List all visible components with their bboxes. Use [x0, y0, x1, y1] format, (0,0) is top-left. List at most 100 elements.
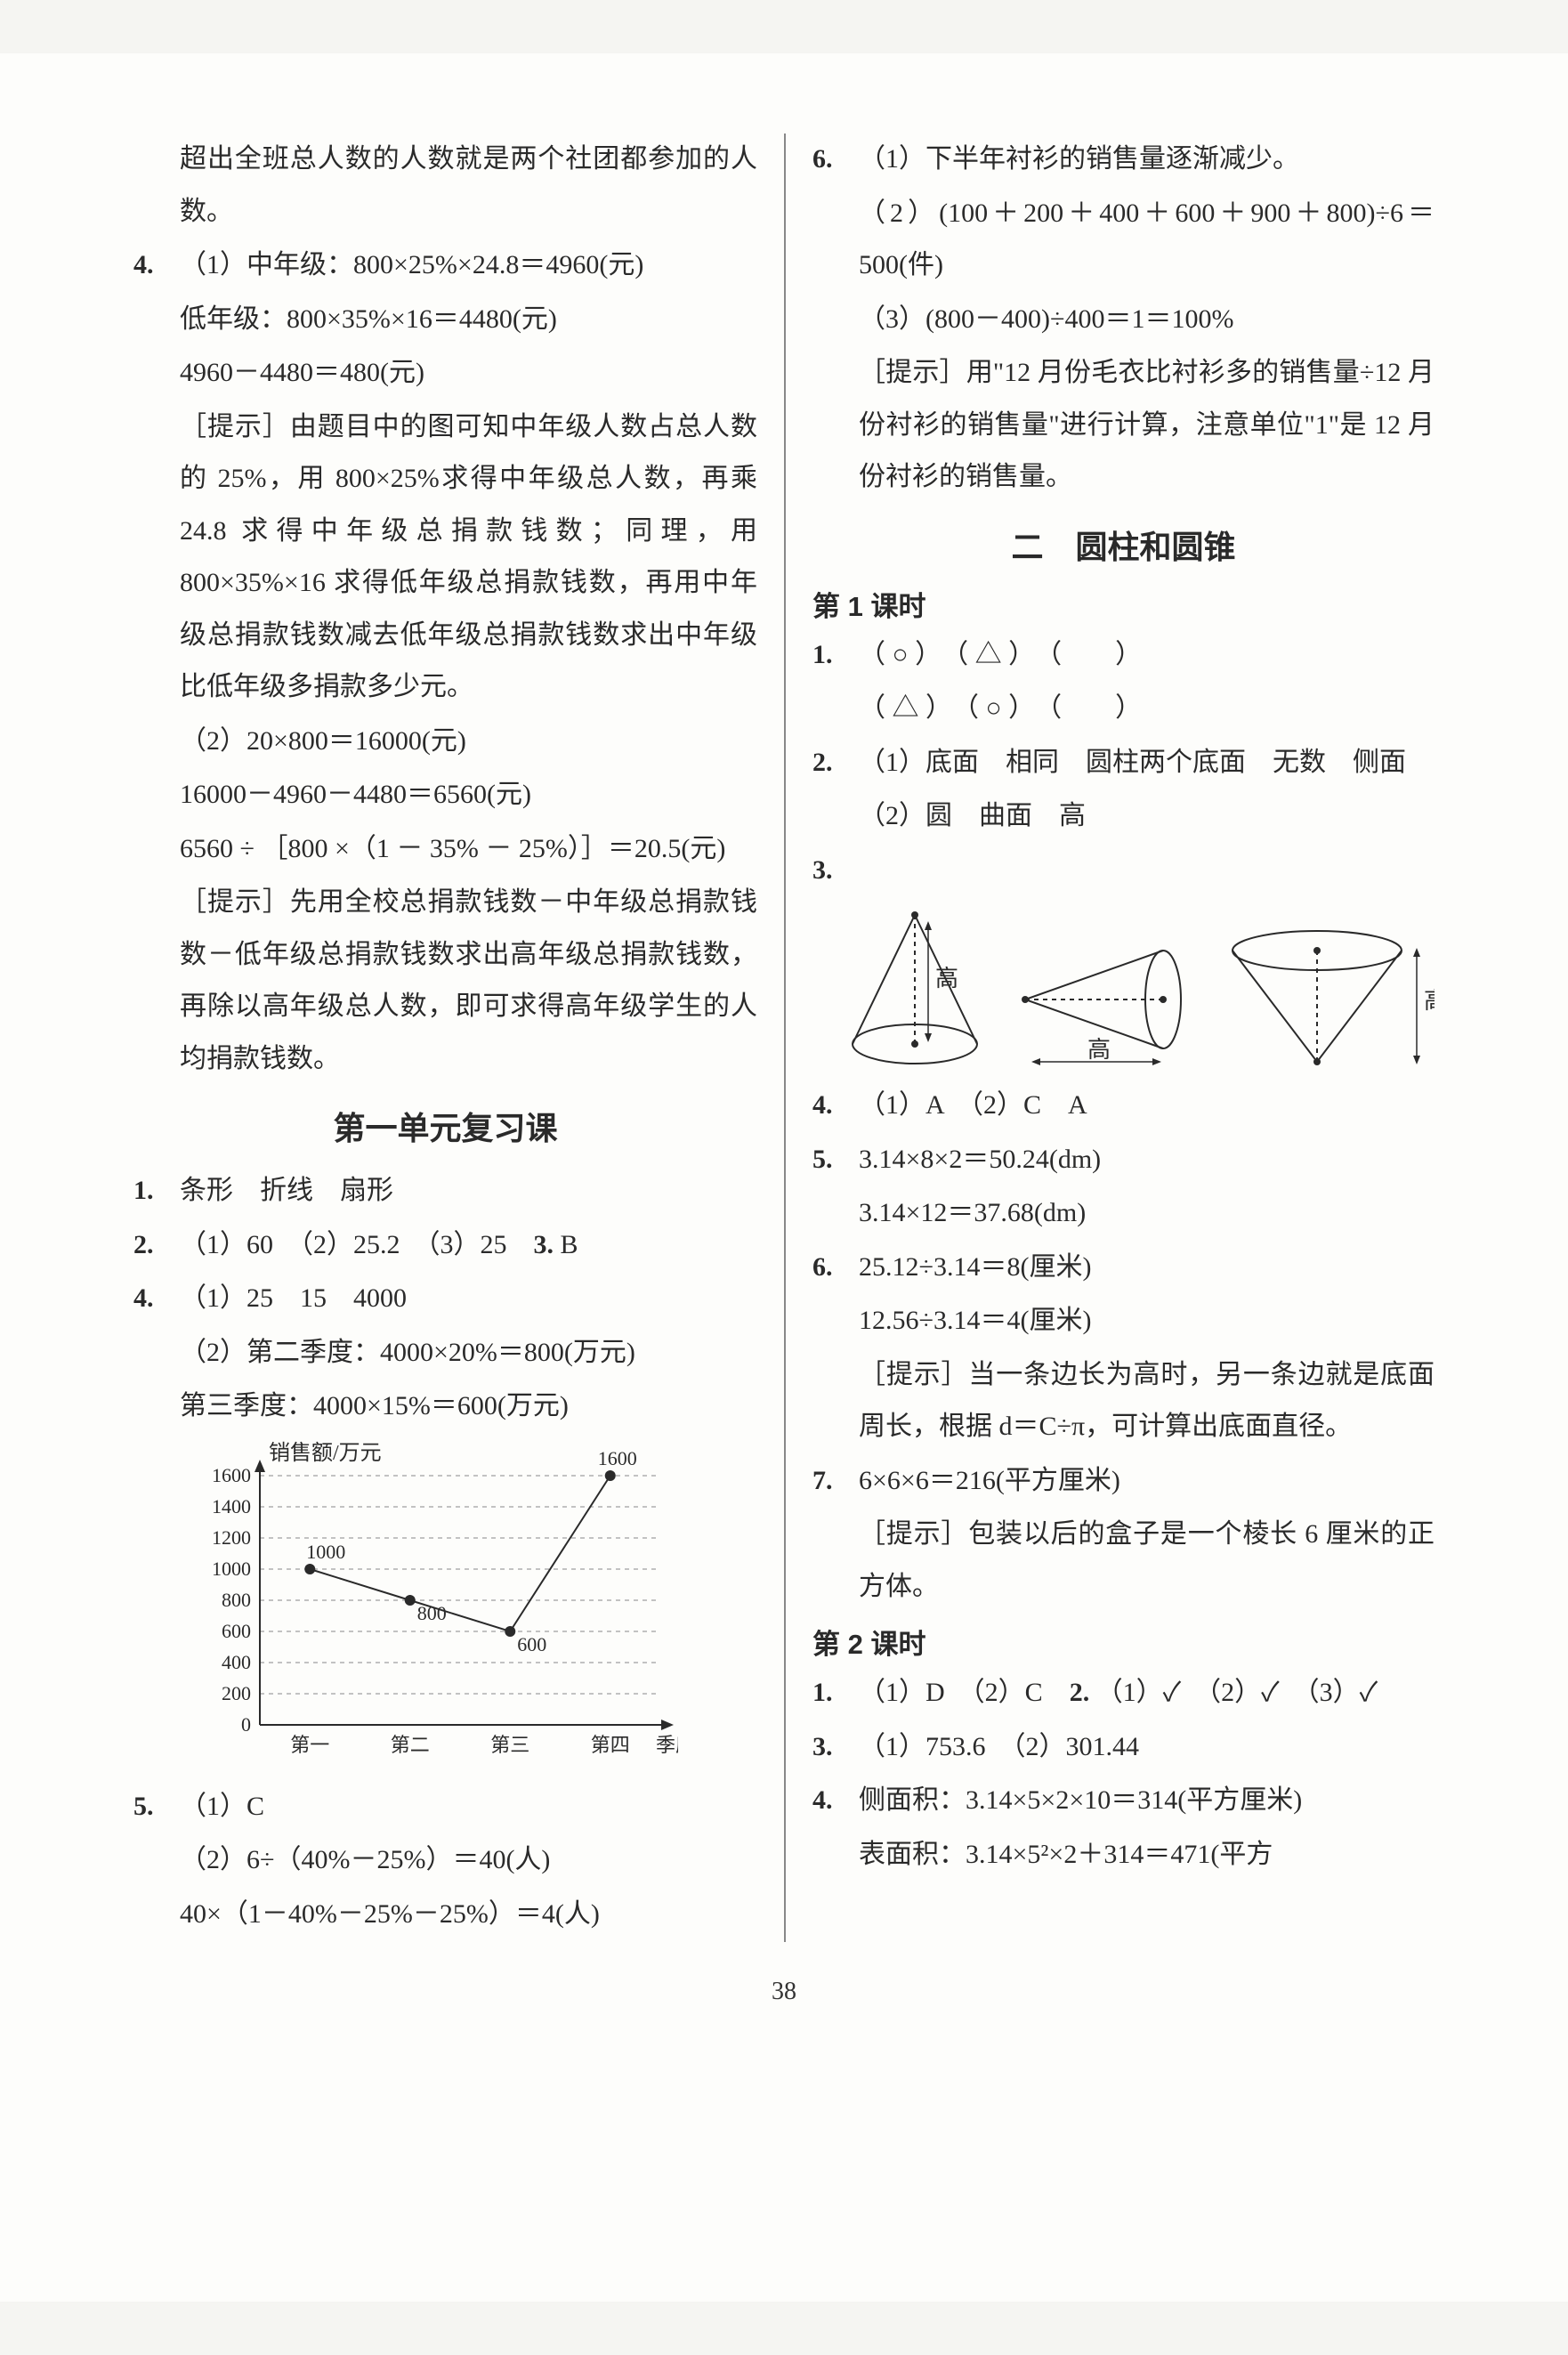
k1q7-hint: ［提示］包装以后的盒子是一个棱长 6 厘米的正方体。 — [812, 1509, 1435, 1613]
q6-l1: （1）下半年衬衫的销售量逐渐减少。 — [859, 144, 1299, 174]
k1q4-text: （1）A （2）C A — [859, 1090, 1087, 1120]
q6-hint: ［提示］用"12 月份毛衣比衬衫多的销售量÷12 月份衬衫的销售量"进行计算，注… — [812, 347, 1435, 504]
k2q2-number: 2. — [1070, 1678, 1090, 1707]
k2q3-number: 3. — [812, 1721, 859, 1774]
k2q4-l2: 表面积：3.14×5²×2＋314＝471(平方 — [812, 1829, 1435, 1882]
k1q3: 3. — [812, 845, 1435, 897]
svg-text:高: 高 — [1424, 988, 1435, 1014]
k1q2-l2: （2）圆 曲面 高 — [812, 790, 1435, 843]
k2q2-text: （1）✓ （2）✓ （3）✓ — [1096, 1678, 1378, 1707]
r1-line: 1.条形 折线 扇形 — [133, 1165, 757, 1218]
r1-text: 条形 折线 扇形 — [180, 1176, 393, 1205]
r4-number: 4. — [133, 1273, 180, 1325]
svg-text:季度: 季度 — [656, 1734, 678, 1756]
k2q1-text: （1）D （2）C — [859, 1678, 1070, 1707]
q6-line1: 6.（1）下半年衬衫的销售量逐渐减少。 — [812, 134, 1435, 186]
k1q3-number: 3. — [812, 845, 859, 897]
sales-line-chart: 0 200 400 600 800 1000 1200 1400 1600 销售额/万元第一 第二 第… — [180, 1440, 678, 1769]
svg-text:1000: 1000 — [306, 1541, 345, 1563]
svg-text:600: 600 — [517, 1633, 546, 1655]
svg-text:200: 200 — [222, 1682, 251, 1704]
svg-text:800: 800 — [222, 1589, 251, 1611]
cone-diagrams-row: 高 高 高 — [839, 902, 1435, 1071]
r2-r3-line: 2.（1）60 （2）25.2 （3）25 3. B — [133, 1219, 757, 1272]
k1q1-l1: 1.（ ○ ） （ △ ） （ ） — [812, 629, 1435, 682]
svg-text:800: 800 — [417, 1602, 447, 1624]
r5-line1: 5.（1）C — [133, 1781, 757, 1833]
hint-label: ［提示］ — [859, 1360, 968, 1389]
svg-text:1400: 1400 — [212, 1495, 251, 1517]
r4-l1: （1）25 15 4000 — [180, 1283, 407, 1313]
q6-number: 6. — [812, 134, 859, 186]
svg-text:第一: 第一 — [290, 1734, 329, 1756]
right-column: 6.（1）下半年衬衫的销售量逐渐减少。 （2）(100＋200＋400＋600＋… — [784, 134, 1435, 1942]
cone-diagram-1: 高 — [839, 902, 985, 1071]
svg-text:1200: 1200 — [212, 1526, 251, 1549]
svg-text:0: 0 — [241, 1713, 251, 1736]
k1q6-hint: ［提示］当一条边长为高时，另一条边就是底面周长，根据 d＝C÷π，可计算出底面直… — [812, 1349, 1435, 1453]
sales-line-chart-wrap: 0 200 400 600 800 1000 1200 1400 1600 销售额/万元第一 第二 第… — [180, 1440, 757, 1774]
r4-line2: （2）第二季度：4000×20%＝800(万元) — [133, 1327, 757, 1380]
k2q3-text: （1）753.6 （2）301.44 — [859, 1732, 1139, 1761]
svg-text:1600: 1600 — [212, 1464, 251, 1486]
k1q1-l1-text: （ ○ ） （ △ ） （ ） — [859, 640, 1142, 669]
q4-number: 4. — [133, 239, 180, 292]
k1q1-l2: （ △ ） （ ○ ） （ ） — [812, 683, 1435, 735]
q4-line3: 4960－4480＝480(元) — [133, 347, 757, 400]
q4-line1: 4.（1）中年级：800×25%×24.8＝4960(元) — [133, 239, 757, 292]
q4-l1-text: （1）中年级：800×25%×24.8＝4960(元) — [180, 250, 643, 279]
q4-hint1: ［提示］由题目中的图可知中年级人数占总人数的 25%，用 800×25%求得中年… — [133, 401, 757, 714]
k1q6-l1-text: 25.12÷3.14＝8(厘米) — [859, 1252, 1091, 1282]
svg-text:400: 400 — [222, 1651, 251, 1673]
r3-text: B — [561, 1230, 578, 1259]
r1-number: 1. — [133, 1165, 180, 1218]
hint-label: ［提示］ — [180, 887, 290, 917]
q4-hint1-text: 由题目中的图可知中年级人数占总人数的 25%，用 800×25%求得中年级总人数… — [180, 412, 757, 702]
q4-line6: 6560 ÷ ［800 ×（1 － 35% － 25%）］＝20.5(元) — [133, 823, 757, 876]
r5-number: 5. — [133, 1781, 180, 1833]
k2q4-number: 4. — [812, 1775, 859, 1827]
k1q4: 4.（1）A （2）C A — [812, 1080, 1435, 1132]
k1q5-l2: 3.14×12＝37.68(dm) — [812, 1187, 1435, 1240]
r4-line1: 4.（1）25 15 4000 — [133, 1273, 757, 1325]
k1q7-l1-text: 6×6×6＝216(平方厘米) — [859, 1466, 1120, 1495]
svg-text:600: 600 — [222, 1620, 251, 1642]
paragraph-continued: 超出全班总人数的人数就是两个社团都参加的人数。 — [133, 134, 757, 238]
svg-text:销售额/万元: 销售额/万元 — [269, 1441, 382, 1465]
q6-line2: （2）(100＋200＋400＋600＋900＋800)÷6＝500(件) — [812, 188, 1435, 292]
q4-line2: 低年级：800×35%×16＝4480(元) — [133, 294, 757, 346]
k1q5-l1-text: 3.14×8×2＝50.24(dm) — [859, 1145, 1101, 1174]
k1q2-l1-text: （1）底面 相同 圆柱两个底面 无数 侧面 — [859, 748, 1406, 777]
page-container: 超出全班总人数的人数就是两个社团都参加的人数。 4.（1）中年级：800×25%… — [0, 53, 1568, 2302]
k1q2-number: 2. — [812, 737, 859, 789]
review-section-title: 第一单元复习课 — [133, 1103, 757, 1149]
r4-line3: 第三季度：4000×15%＝600(万元) — [133, 1380, 757, 1433]
cone-diagram-3: 高 — [1219, 919, 1435, 1071]
page-number: 38 — [133, 1978, 1435, 2006]
cone-diagram-2: 高 — [1012, 937, 1192, 1071]
svg-text:第二: 第二 — [391, 1734, 430, 1756]
lesson2-title: 第 2 课时 — [812, 1622, 1435, 1662]
lesson1-title: 第 1 课时 — [812, 584, 1435, 624]
k2q4-l1: 4.侧面积：3.14×5×2×10＝314(平方厘米) — [812, 1775, 1435, 1827]
k1q7-number: 7. — [812, 1455, 859, 1508]
svg-text:第三: 第三 — [490, 1734, 529, 1756]
q4-line5: 16000－4960－4480＝6560(元) — [133, 769, 757, 821]
k1q6-l1: 6.25.12÷3.14＝8(厘米) — [812, 1242, 1435, 1294]
k1q1-number: 1. — [812, 629, 859, 682]
q6-line3: （3）(800－400)÷400＝1＝100% — [812, 294, 1435, 346]
k1q5-number: 5. — [812, 1134, 859, 1186]
k1q5-l1: 5.3.14×8×2＝50.24(dm) — [812, 1134, 1435, 1186]
left-column: 超出全班总人数的人数就是两个社团都参加的人数。 4.（1）中年级：800×25%… — [133, 134, 784, 1942]
k2q4-l1-text: 侧面积：3.14×5×2×10＝314(平方厘米) — [859, 1785, 1302, 1815]
hint-label: ［提示］ — [180, 412, 290, 441]
svg-text:高: 高 — [1087, 1037, 1111, 1063]
k1q2-l1: 2.（1）底面 相同 圆柱两个底面 无数 侧面 — [812, 737, 1435, 789]
k2q3: 3.（1）753.6 （2）301.44 — [812, 1721, 1435, 1774]
hint-label: ［提示］ — [859, 1519, 968, 1549]
r3-number: 3. — [534, 1230, 554, 1259]
svg-text:1000: 1000 — [212, 1558, 251, 1580]
svg-text:第四: 第四 — [591, 1734, 630, 1756]
k2q1-number: 1. — [812, 1667, 859, 1720]
svg-text:高: 高 — [935, 966, 958, 991]
